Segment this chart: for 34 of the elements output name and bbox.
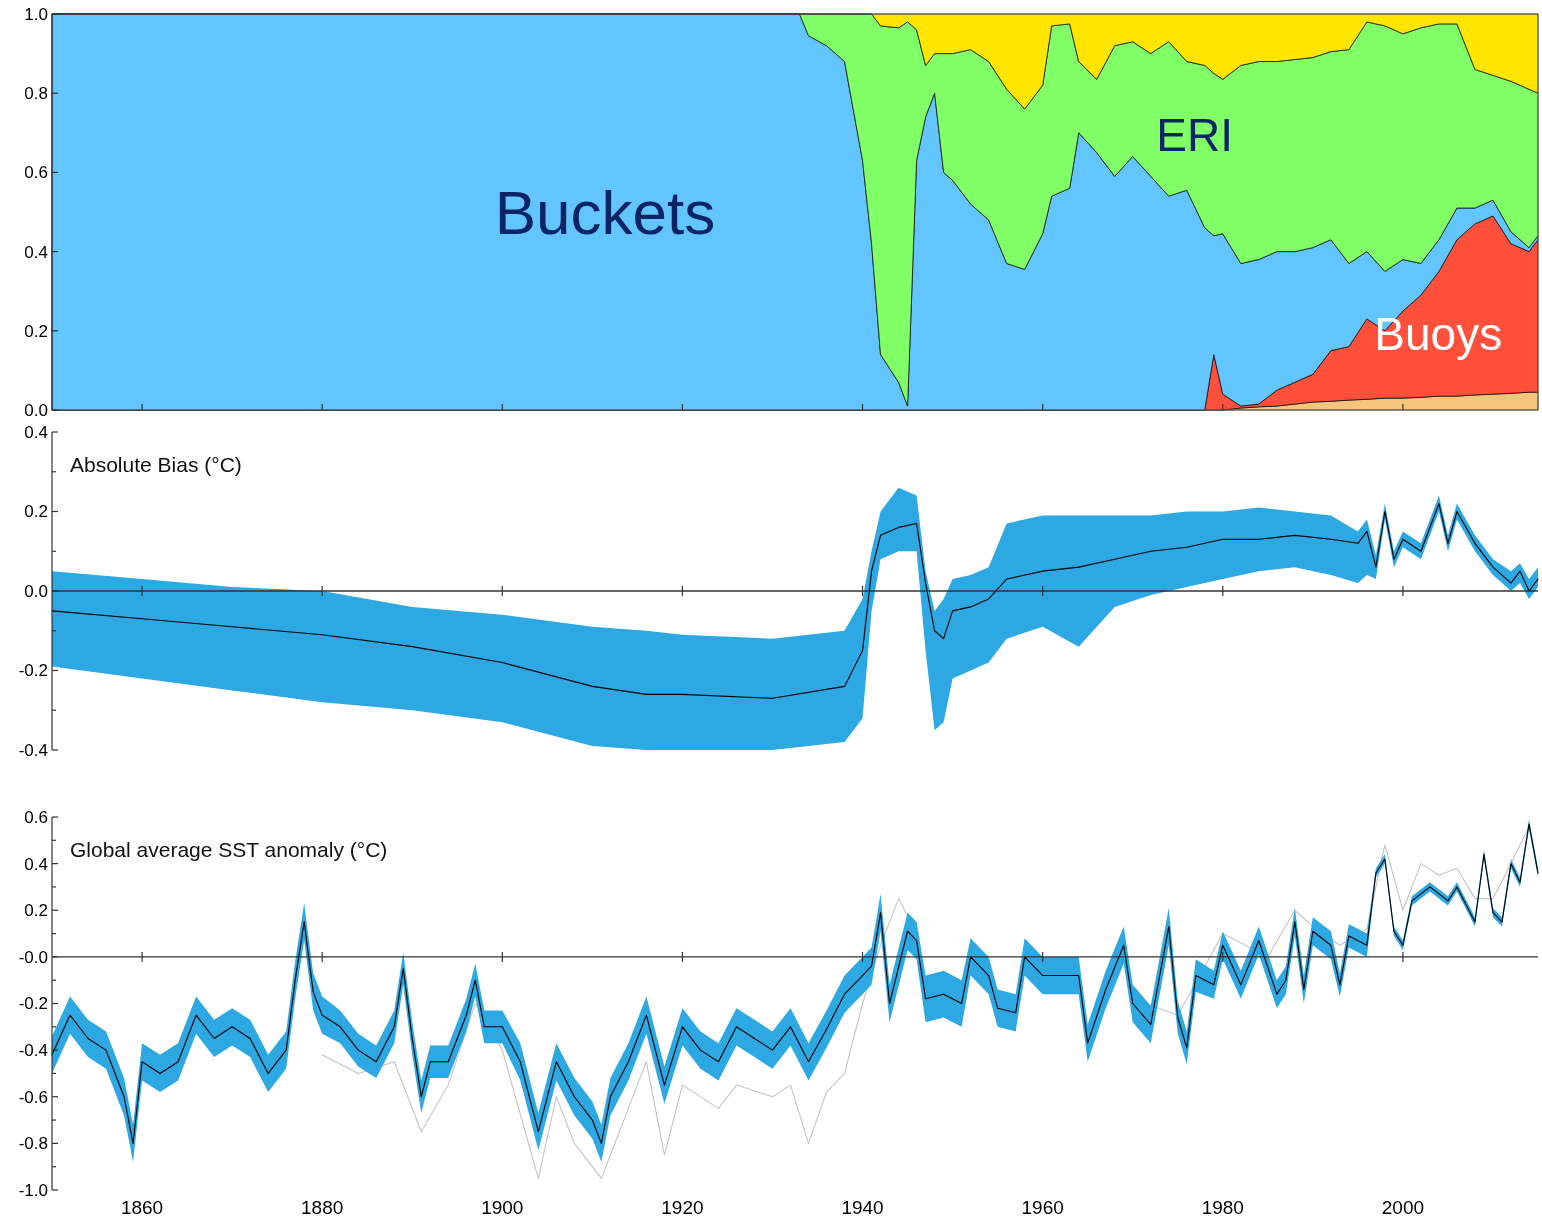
- x-tick-label: 2000: [1381, 1197, 1425, 1218]
- y-tick-label: -0.2: [18, 994, 48, 1014]
- text: Absolute Bias (°C): [70, 453, 242, 476]
- y-tick-label: 0.6: [24, 163, 48, 183]
- x-tick-label: 1900: [481, 1197, 524, 1218]
- x-tick-label: 1920: [661, 1197, 704, 1218]
- y-tick-label: 0.4: [24, 242, 48, 262]
- y-tick-label: 0.4: [24, 422, 48, 442]
- y-tick-label: -0.4: [18, 1041, 48, 1061]
- y-tick-label: 0.2: [24, 502, 48, 522]
- series-label: Buckets: [494, 177, 716, 247]
- x-tick-label: 1960: [1021, 1197, 1064, 1218]
- y-tick-label: 0.0: [24, 581, 48, 601]
- y-tick-label: 0.8: [24, 84, 48, 104]
- y-tick-label: 0.2: [24, 901, 48, 921]
- x-tick-label: 1860: [120, 1197, 164, 1218]
- y-tick-label: -1.0: [18, 1180, 48, 1200]
- y-tick-label: -0.2: [18, 661, 48, 681]
- y-tick-label: 0.2: [24, 321, 48, 341]
- y-tick-label: 0.0: [24, 400, 48, 420]
- x-tick-label: 1940: [841, 1197, 884, 1218]
- line-series: [51, 503, 1539, 699]
- y-tick-label: 0.6: [24, 807, 48, 827]
- y-tick-label: -0.8: [18, 1134, 48, 1154]
- series-label: ERI: [1156, 109, 1234, 162]
- x-tick-label: 1980: [1201, 1197, 1244, 1218]
- x-tick-label: 1880: [301, 1197, 344, 1218]
- y-tick-label: -0.6: [18, 1087, 48, 1107]
- y-tick-label: 1.0: [24, 4, 48, 24]
- text: Global average SST anomaly (°C): [70, 838, 388, 861]
- y-tick-label: -0.0: [18, 947, 48, 967]
- y-tick-label: -0.4: [18, 740, 48, 760]
- series-label: Buoys: [1374, 308, 1503, 361]
- y-tick-label: 0.4: [24, 854, 48, 874]
